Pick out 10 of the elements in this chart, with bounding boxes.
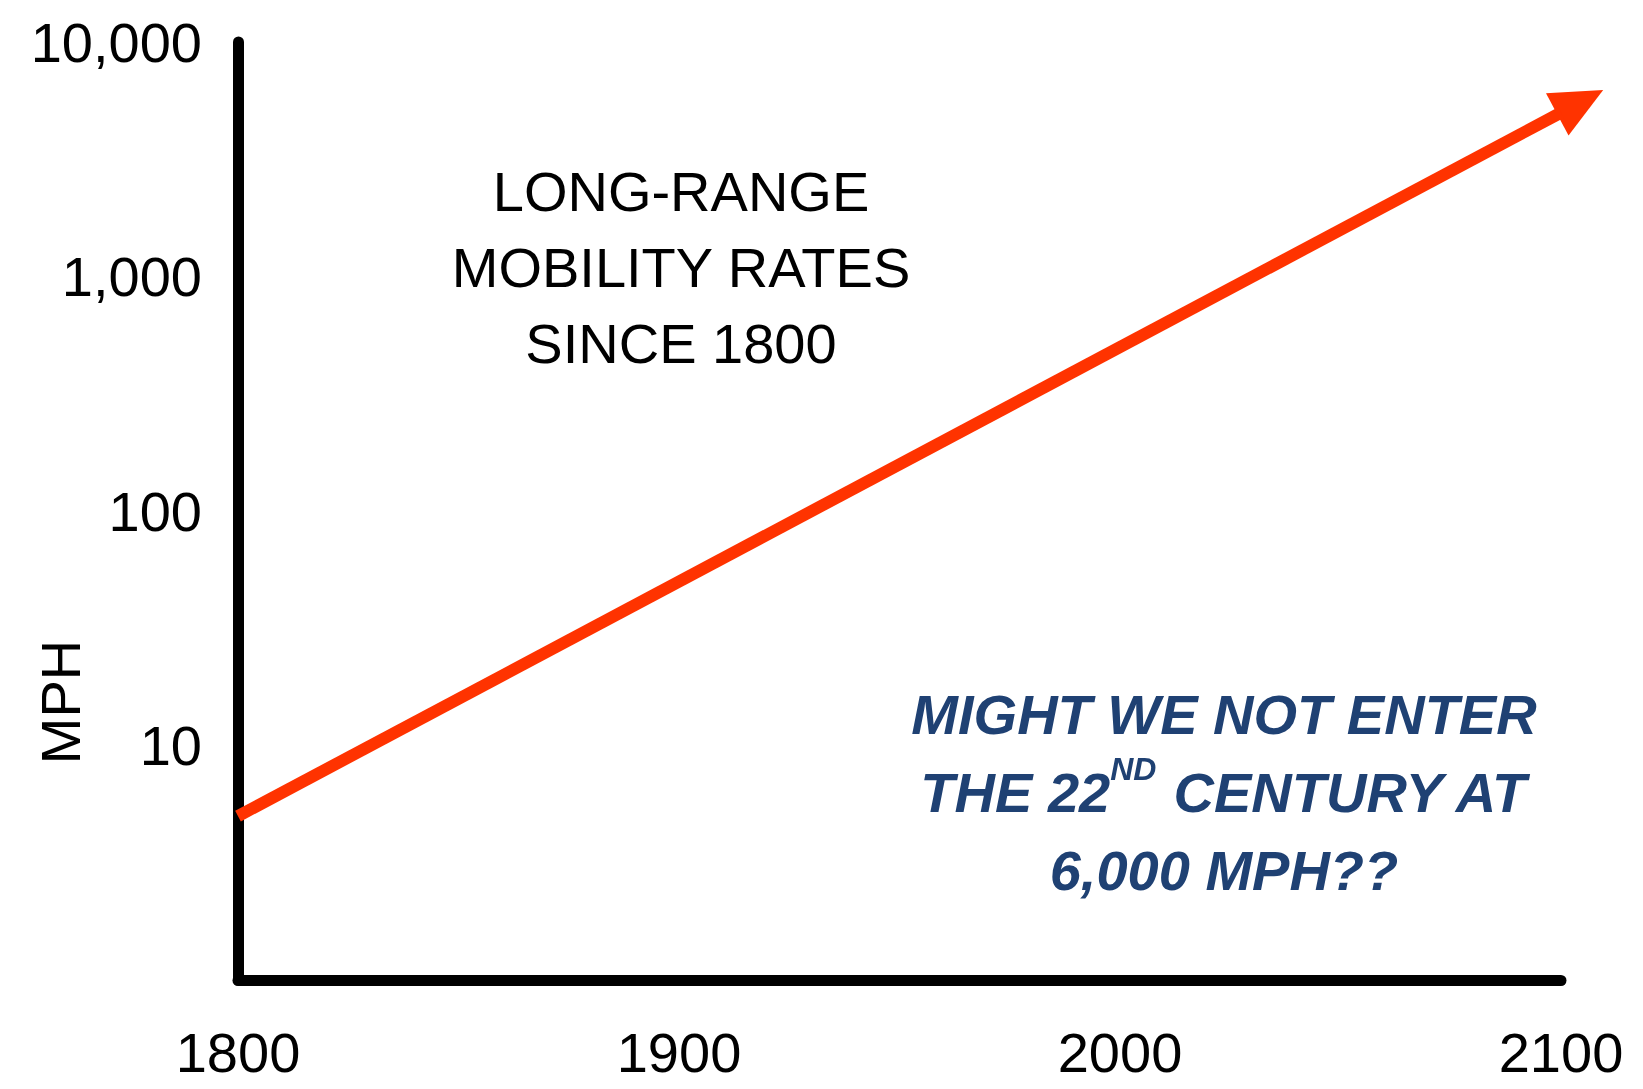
- x-tick-label: 1800: [175, 1020, 301, 1084]
- text: LONG-RANGE MOBILITY RATES SINCE 1800: [451, 159, 911, 375]
- x-tick-label: 1900: [616, 1020, 742, 1084]
- y-tick-label: 10,000: [30, 10, 202, 74]
- y-tick-label: 1,000: [61, 245, 202, 308]
- y-tick-label: 10: [139, 714, 202, 777]
- y-tick-label: 100: [108, 479, 202, 543]
- x-tick-label: 2000: [1057, 1020, 1183, 1084]
- x-tick-label: 2100: [1498, 1020, 1624, 1084]
- y-axis-title: MPH: [28, 639, 92, 765]
